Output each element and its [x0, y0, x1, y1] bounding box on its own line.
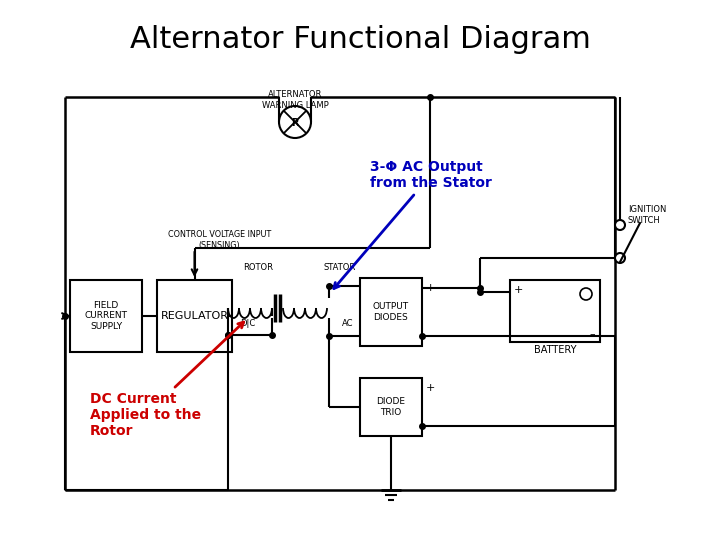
Text: 3-Φ AC Output
from the Stator: 3-Φ AC Output from the Stator	[334, 160, 492, 288]
Text: R: R	[292, 118, 299, 128]
Text: +: +	[426, 283, 436, 293]
Text: AC: AC	[342, 319, 354, 327]
Bar	[157, 280, 232, 352]
Text: +: +	[426, 383, 436, 393]
Text: D|C: D|C	[240, 319, 256, 327]
Bar	[360, 378, 422, 436]
Circle shape	[615, 253, 625, 263]
Text: –: –	[426, 421, 431, 431]
Text: FIELD
CURRENT
SUPPLY: FIELD CURRENT SUPPLY	[84, 301, 127, 331]
Circle shape	[615, 220, 625, 230]
Text: OUTPUT
DIODES: OUTPUT DIODES	[373, 302, 409, 322]
Bar	[360, 278, 422, 346]
Text: STATOR: STATOR	[324, 264, 356, 273]
Text: ROTOR: ROTOR	[243, 264, 273, 273]
Text: IGNITION
SWITCH: IGNITION SWITCH	[628, 205, 667, 225]
Text: BATTERY: BATTERY	[534, 345, 576, 355]
Text: +: +	[513, 285, 523, 295]
Text: CONTROL VOLTAGE INPUT
(SENSING): CONTROL VOLTAGE INPUT (SENSING)	[168, 230, 271, 249]
Text: DIODE
TRIO: DIODE TRIO	[377, 397, 405, 417]
Text: REGULATOR: REGULATOR	[161, 311, 228, 321]
Text: DC Current
Applied to the
Rotor: DC Current Applied to the Rotor	[90, 322, 244, 438]
Circle shape	[580, 288, 592, 300]
Text: –: –	[426, 331, 431, 341]
Text: ALTERNATOR
WARNING LAMP: ALTERNATOR WARNING LAMP	[261, 90, 328, 110]
Bar	[70, 280, 142, 352]
Text: Alternator Functional Diagram: Alternator Functional Diagram	[130, 25, 590, 55]
Text: –: –	[589, 329, 595, 339]
Bar	[510, 280, 600, 342]
Circle shape	[279, 106, 311, 138]
